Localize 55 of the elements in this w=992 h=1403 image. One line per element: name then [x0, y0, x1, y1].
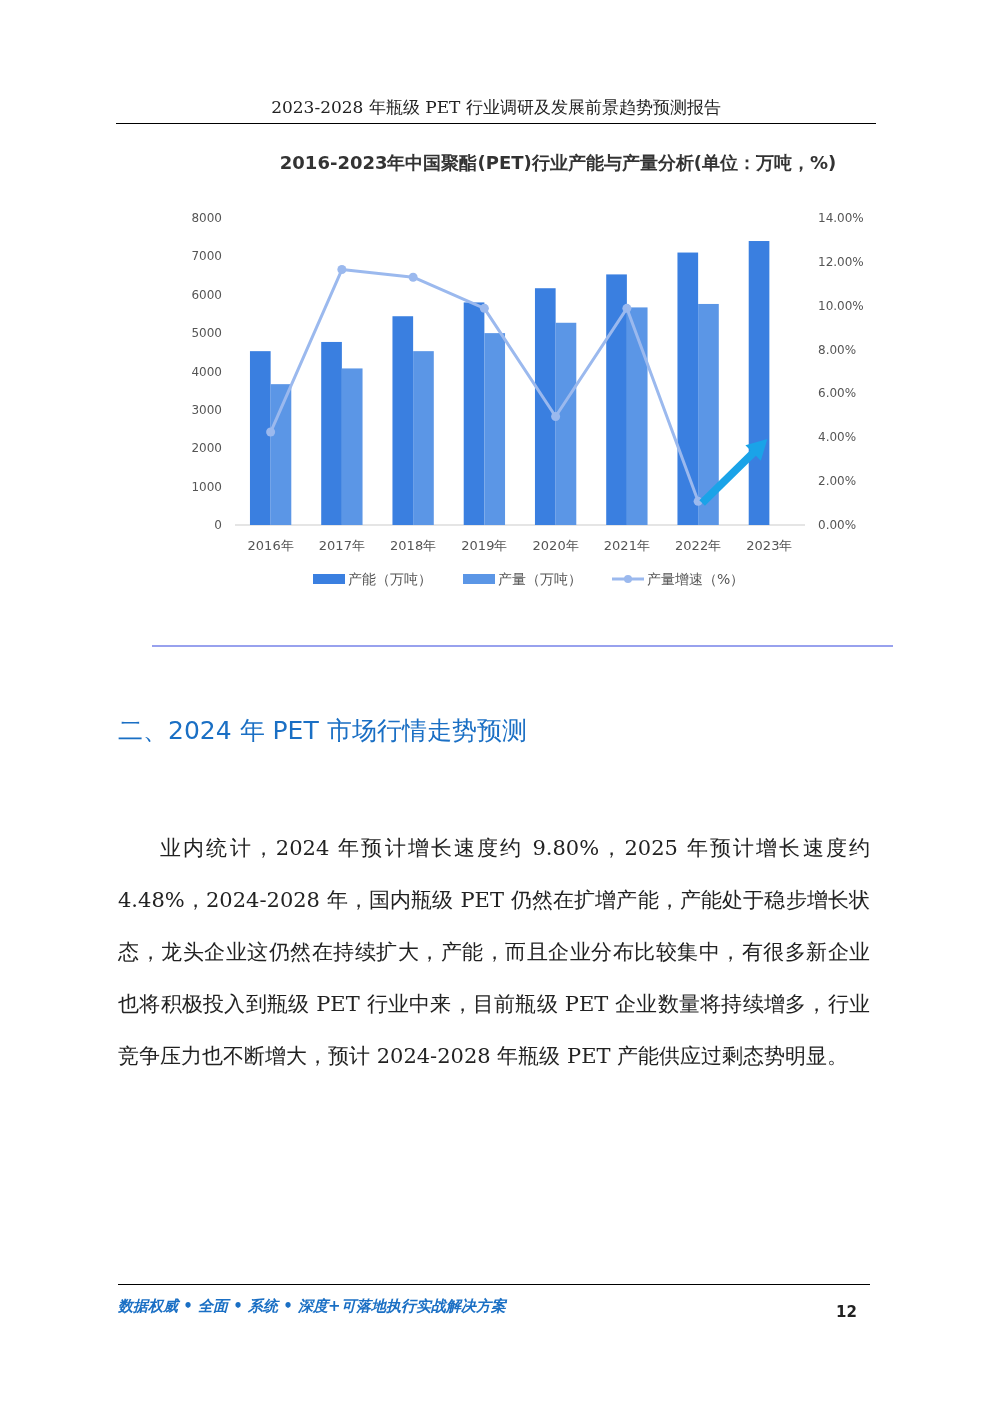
x-tick-label: 2017年: [318, 538, 365, 553]
bar: [534, 288, 556, 525]
y-tick-label: 8000: [191, 211, 222, 225]
text: 12: [836, 1303, 857, 1321]
x-tick-label: 2023年: [746, 538, 793, 553]
x-tick-label: 2018年: [390, 538, 437, 553]
text: 二、2024 年 PET 市场行情走势预测: [118, 715, 527, 747]
bar: [555, 322, 577, 525]
y2-tick-label: 4.00%: [818, 430, 857, 445]
bar: [270, 384, 292, 525]
x-tick-label: 2019年: [461, 538, 508, 553]
y-tick-label: 4000: [191, 364, 222, 379]
legend-label: 产量增速（%）: [647, 571, 745, 587]
bar: [698, 303, 719, 525]
text: 业内统计，2024 年预计增长速度约 9.80%，2025 年预计增长速度约 4.48%，2024-2028 年，国内瓶级 PET 仍然在扩增产能，产能处于稳步增长状态，龙头企业这仍然在持续扩大，产能，而且企业分布比较集中，有很多新企业也将积极投入到瓶级 PET 行业中来，目前瓶级 PET 企业数量将持续增多，行业竞争压力也不断增大，预计 2024-2028 年瓶级 PET 产能供应过剩态势明显。: [118, 836, 870, 1068]
x-tick-label: 2020年: [532, 538, 579, 553]
chart-title: 2016-2023年中国聚酯(PET)行业产能与产量分析(单位：万吨，%): [279, 152, 837, 173]
y-tick-label: 7000: [191, 249, 222, 264]
text: 数据权威 • 全面 • 系统 • 深度+可落地执行实战解决方案: [118, 1297, 506, 1315]
y2-tick-label: 0.00%: [818, 518, 857, 532]
bar: [341, 368, 363, 525]
x-tick-label: 2021年: [603, 538, 650, 553]
bar: [392, 316, 414, 525]
legend-label: 产能（万吨）: [348, 571, 432, 587]
bar: [321, 341, 342, 525]
y2-tick-label: 10.00%: [818, 298, 864, 313]
point: [479, 303, 489, 313]
y-tick-label: 0: [214, 518, 222, 532]
x-tick-label: 2016年: [247, 538, 294, 553]
y-tick-label: 6000: [191, 287, 222, 302]
x-tick-label: 2022年: [675, 538, 722, 553]
y-tick-label: 1000: [191, 479, 222, 494]
legend-label: 产量（万吨）: [498, 571, 582, 587]
bar: [606, 274, 627, 525]
y2-tick-label: 12.00%: [818, 254, 864, 269]
y2-tick-label: 14.00%: [818, 211, 864, 225]
point: [408, 272, 418, 282]
point: [622, 303, 632, 313]
y-tick-label: 2000: [191, 441, 222, 456]
bar: [677, 252, 699, 525]
text: 2023-2028 年瓶级 PET 行业调研及发展前景趋势预测报告: [116, 96, 876, 124]
bar: [626, 307, 648, 525]
bar: [463, 302, 485, 525]
bar: [413, 351, 434, 525]
y2-tick-label: 8.00%: [818, 342, 857, 357]
point: [337, 265, 347, 275]
point: [551, 411, 561, 421]
y2-tick-label: 6.00%: [818, 386, 857, 401]
bar: [484, 333, 506, 525]
y-tick-label: 5000: [191, 326, 222, 341]
point: [266, 427, 276, 437]
y-tick-label: 3000: [191, 402, 222, 417]
bar: [249, 351, 271, 525]
y2-tick-label: 2.00%: [818, 474, 857, 489]
bar: [748, 241, 770, 525]
